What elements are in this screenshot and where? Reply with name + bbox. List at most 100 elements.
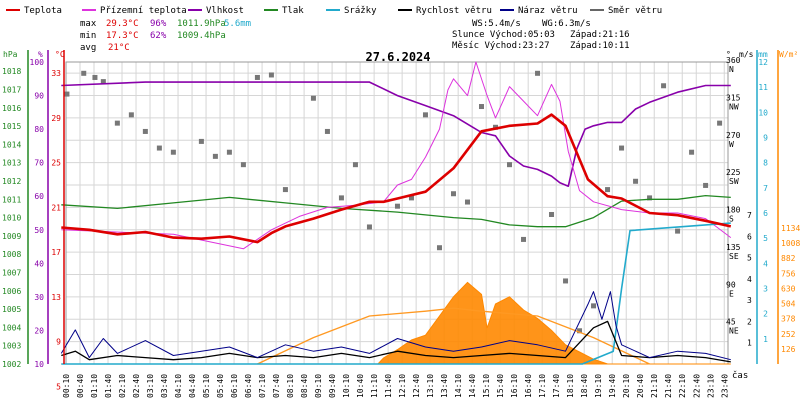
legend-label: Tlak (282, 6, 304, 16)
x-tick-label: 03:40 (160, 374, 169, 398)
stats-block: max 29.3°C 96% 1011.9hPa 5.6mm min 17.3°… (80, 19, 251, 53)
hpa-tick-label: 1008 (2, 250, 21, 259)
dir-compass-label: E (729, 289, 734, 298)
x-tick-label: 13:40 (440, 374, 449, 398)
hpa-tick-label: 1012 (2, 177, 21, 186)
x-tick-label: 17:10 (538, 374, 547, 398)
mm-tick-label: 3 (763, 285, 768, 294)
stats-max-rain: 5.6mm (224, 19, 251, 29)
stats-min-label: min (80, 31, 96, 41)
pct-tick-label: 20 (34, 326, 44, 335)
hpa-tick-label: 1006 (2, 287, 21, 296)
mm-tick-label: 12 (758, 58, 768, 67)
mm-tick-label: 5 (763, 234, 768, 243)
legend-label: Směr větru (608, 6, 662, 16)
x-tick-label: 20:10 (622, 374, 631, 398)
mm-tick-label: 6 (763, 209, 768, 218)
wm2-tick-label: 504 (781, 300, 796, 309)
chart-series (60, 61, 732, 365)
mm-tick-label: 4 (763, 259, 768, 268)
temp-tick-label: 29 (51, 114, 61, 123)
temperature-line (61, 113, 732, 244)
stats-min-hum: 62% (150, 31, 167, 41)
precipitation-line (61, 222, 731, 365)
dir-compass-label: NW (729, 102, 739, 111)
x-tick-label: 00:40 (76, 374, 85, 398)
wind-direction-point (352, 162, 358, 168)
x-tick-label: 04:10 (174, 374, 183, 398)
x-tick-label: 22:40 (692, 374, 701, 398)
x-tick-label: 18:10 (566, 374, 575, 398)
dir-tick-label: 225 (726, 168, 741, 177)
x-tick-label: 17:40 (552, 374, 561, 398)
stats-max-label: max (80, 19, 97, 29)
wind-direction-point (198, 138, 204, 144)
mm-tick-label: 9 (763, 134, 768, 143)
legend-label: Vlhkost (206, 6, 244, 16)
pressure-line (61, 194, 731, 228)
x-tick-label: 07:40 (272, 374, 281, 398)
x-tick-label: 23:40 (720, 374, 729, 398)
hpa-tick-label: 1002 (2, 360, 21, 369)
hpa-axis-unit: hPa (3, 50, 18, 59)
wm2-tick-label: 1134 (781, 224, 800, 233)
wind-direction-point (507, 162, 513, 168)
wind-direction-point (254, 74, 260, 80)
wind-direction-point (577, 328, 583, 334)
wind-speed-line (61, 320, 731, 363)
x-tick-label: 03:10 (146, 374, 155, 398)
wm2-tick-label: 756 (781, 269, 796, 278)
ms-tick-label: 5 (747, 254, 752, 263)
x-tick-label: 06:10 (230, 374, 239, 398)
x-tick-label: 05:40 (216, 374, 225, 398)
dir-tick-label: 315 (726, 93, 741, 102)
wm2-tick-label: 1008 (781, 239, 800, 248)
wind-direction-point (92, 74, 98, 80)
x-tick-label: 01:40 (104, 374, 113, 398)
mm-tick-label: 2 (763, 310, 768, 319)
temp-tick-label: 21 (51, 203, 61, 212)
mm-tick-label: 8 (763, 159, 768, 168)
chart-legend: Teplota Přízemní teplota Vlhkost Tlak Srážky… (6, 6, 662, 16)
dir-tick-label: 360 (726, 56, 741, 65)
dir-compass-label: SE (729, 252, 739, 261)
x-tick-label: 10:10 (342, 374, 351, 398)
dir-compass-label: SW (729, 177, 739, 186)
x-tick-label: 18:40 (580, 374, 589, 398)
x-tick-label: 10:40 (356, 374, 365, 398)
temp-tick-label: 5 (56, 382, 61, 391)
wind-direction-point (226, 149, 232, 155)
x-tick-label: 14:10 (454, 374, 463, 398)
x-tick-label: 04:40 (188, 374, 197, 398)
x-tick-label: 11:10 (370, 374, 379, 398)
sun-elevation-line (257, 307, 650, 365)
wind-direction-point (717, 120, 723, 126)
wind-direction-point (338, 195, 344, 201)
dir-tick-label: 270 (726, 131, 741, 140)
pct-tick-label: 70 (34, 159, 44, 168)
mm-tick-label: 11 (758, 83, 768, 92)
x-axis-label: čas (732, 370, 748, 381)
stats-min-temp: 17.3°C (106, 31, 139, 41)
hpa-tick-label: 1004 (2, 323, 21, 332)
wind-direction-point (563, 278, 569, 284)
mm-axis-unit: mm (758, 50, 768, 59)
info-block: WS:5.4m/s WG:6.3m/s Slunce Východ:05:03 … (452, 19, 630, 51)
hpa-tick-label: 1015 (2, 122, 21, 131)
info-moon-rise: Měsíc Východ:23:27 (452, 41, 550, 51)
dir-tick-label: 45 (726, 318, 736, 327)
info-ws: WS:5.4m/s (472, 19, 521, 29)
dir-tick-label: 180 (726, 206, 741, 215)
pct-tick-label: 40 (34, 259, 44, 268)
wind-direction-point (591, 303, 597, 309)
x-tick-label: 05:10 (202, 374, 211, 398)
legend-label: Náraz větru (518, 6, 578, 16)
ms-tick-label: 4 (747, 275, 752, 284)
x-tick-label: 06:40 (244, 374, 253, 398)
x-tick-label: 08:40 (300, 374, 309, 398)
ms-axis-unit: m/s (739, 50, 754, 59)
x-tick-label: 16:10 (510, 374, 519, 398)
stats-max-temp: 29.3°C (106, 19, 139, 29)
x-tick-label: 21:10 (650, 374, 659, 398)
